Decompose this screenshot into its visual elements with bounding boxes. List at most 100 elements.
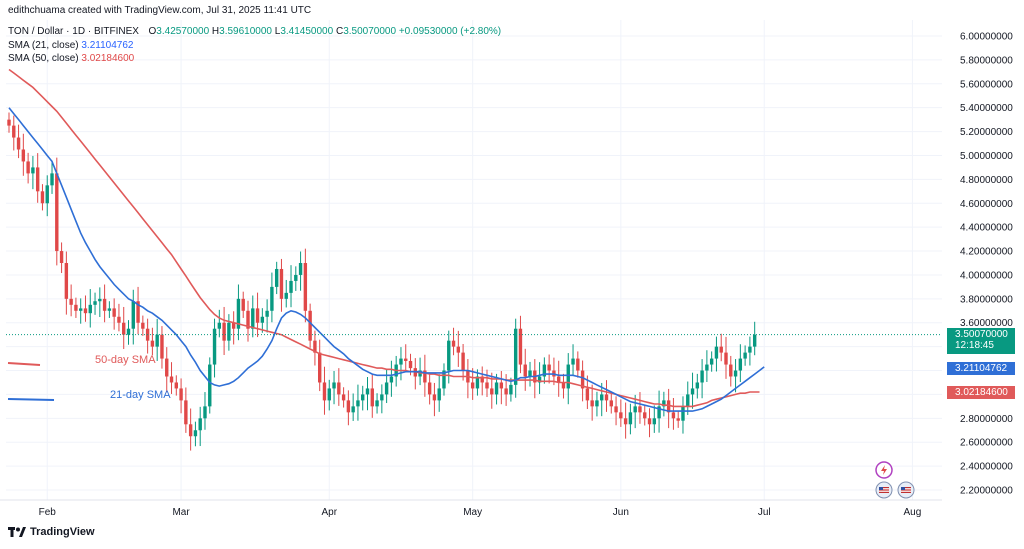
- candle-body: [217, 322, 222, 329]
- candle: [356, 384, 360, 421]
- candle: [351, 393, 355, 421]
- grid: [6, 20, 942, 500]
- flag-us-icon[interactable]: [875, 481, 893, 499]
- y-tick-label: 2.20000000: [960, 486, 1013, 497]
- candle: [437, 374, 441, 412]
- candle: [102, 284, 107, 323]
- candle: [528, 361, 532, 387]
- sma50-legend-value: 3.02184600: [81, 53, 135, 64]
- candle-body: [542, 364, 547, 377]
- candle: [7, 112, 11, 133]
- candle: [122, 306, 126, 350]
- candle-body: [700, 370, 704, 383]
- candle-body: [83, 308, 88, 314]
- candle: [141, 315, 145, 336]
- ohlc-open: 3.42570000: [156, 26, 210, 37]
- candle-body: [537, 376, 542, 383]
- candle-body: [375, 400, 379, 407]
- candle: [451, 327, 456, 356]
- candle-body: [136, 301, 140, 323]
- candle-body: [518, 328, 523, 365]
- candle: [513, 318, 518, 398]
- candle-body: [208, 364, 212, 407]
- candle-body: [557, 376, 561, 383]
- candle-body: [571, 358, 575, 365]
- candle-body: [590, 400, 594, 407]
- candle: [308, 303, 312, 348]
- tradingview-footer[interactable]: TradingView: [8, 526, 95, 538]
- candle: [260, 308, 265, 333]
- candle-body: [255, 308, 260, 323]
- candle-body: [222, 322, 226, 341]
- sma50-legend[interactable]: SMA (50, close) 3.02184600: [8, 53, 135, 64]
- candle: [184, 387, 188, 433]
- candle-body: [303, 263, 308, 311]
- candle-body: [294, 274, 298, 281]
- candle: [566, 353, 570, 405]
- candle-body: [251, 308, 255, 329]
- candle: [93, 292, 97, 315]
- candle-body: [265, 310, 269, 317]
- candle: [145, 318, 150, 354]
- candle-body: [714, 346, 719, 359]
- candle-body: [643, 412, 647, 419]
- y-tick-label: 4.00000000: [960, 270, 1013, 281]
- candle: [231, 311, 236, 345]
- candle-body: [719, 346, 723, 353]
- candle: [208, 357, 212, 414]
- candle: [246, 300, 250, 342]
- candle-body: [361, 394, 365, 401]
- candle: [609, 393, 613, 414]
- candle-body: [461, 352, 465, 371]
- ohlc-close: 3.50070000: [343, 26, 397, 37]
- candle: [705, 350, 709, 382]
- candle-body: [709, 358, 714, 365]
- candle: [666, 388, 671, 429]
- candle: [174, 375, 178, 396]
- candle: [365, 376, 370, 411]
- candle: [284, 279, 288, 308]
- candle: [638, 392, 642, 424]
- y-axis: 6.00000000 5.80000000 5.60000000 5.40000000…: [960, 32, 1013, 497]
- flag-us-icon[interactable]: [897, 481, 915, 499]
- candle: [337, 368, 341, 406]
- candle: [155, 318, 159, 361]
- candle-body: [657, 406, 661, 419]
- candle-body: [738, 358, 743, 371]
- candle: [289, 265, 293, 308]
- candle: [361, 385, 365, 411]
- sma21-legend[interactable]: SMA (21, close) 3.21104762: [8, 40, 134, 51]
- candle-body: [279, 268, 284, 299]
- y-tick-label: 5.40000000: [960, 103, 1013, 114]
- candle-body: [442, 370, 446, 389]
- candle: [480, 366, 484, 396]
- candle-body: [748, 346, 752, 353]
- candle: [623, 402, 628, 439]
- candle: [217, 309, 222, 338]
- candle-body: [93, 301, 97, 305]
- candle: [652, 405, 656, 433]
- candle-body: [509, 384, 513, 395]
- candle-body: [212, 328, 217, 365]
- y-tick-label: 4.60000000: [960, 199, 1013, 210]
- sma50-annotation-mark: [7, 362, 41, 366]
- lightning-icon[interactable]: [875, 461, 893, 479]
- candle-body: [470, 382, 475, 389]
- candle: [26, 152, 30, 184]
- candle-body: [370, 388, 374, 407]
- x-tick-label: Jun: [613, 507, 629, 518]
- sma21-annotation-mark: [7, 398, 55, 401]
- candle: [676, 411, 680, 428]
- candle: [294, 266, 298, 291]
- candle: [150, 327, 155, 356]
- candle-body: [241, 298, 245, 311]
- y-tick-label: 3.80000000: [960, 294, 1013, 305]
- candle-body: [227, 322, 231, 341]
- candle-body: [499, 382, 504, 389]
- candle: [571, 344, 575, 377]
- candle: [59, 242, 64, 274]
- candle-body: [480, 376, 484, 383]
- candle-body: [318, 352, 322, 383]
- candle-body: [456, 346, 461, 353]
